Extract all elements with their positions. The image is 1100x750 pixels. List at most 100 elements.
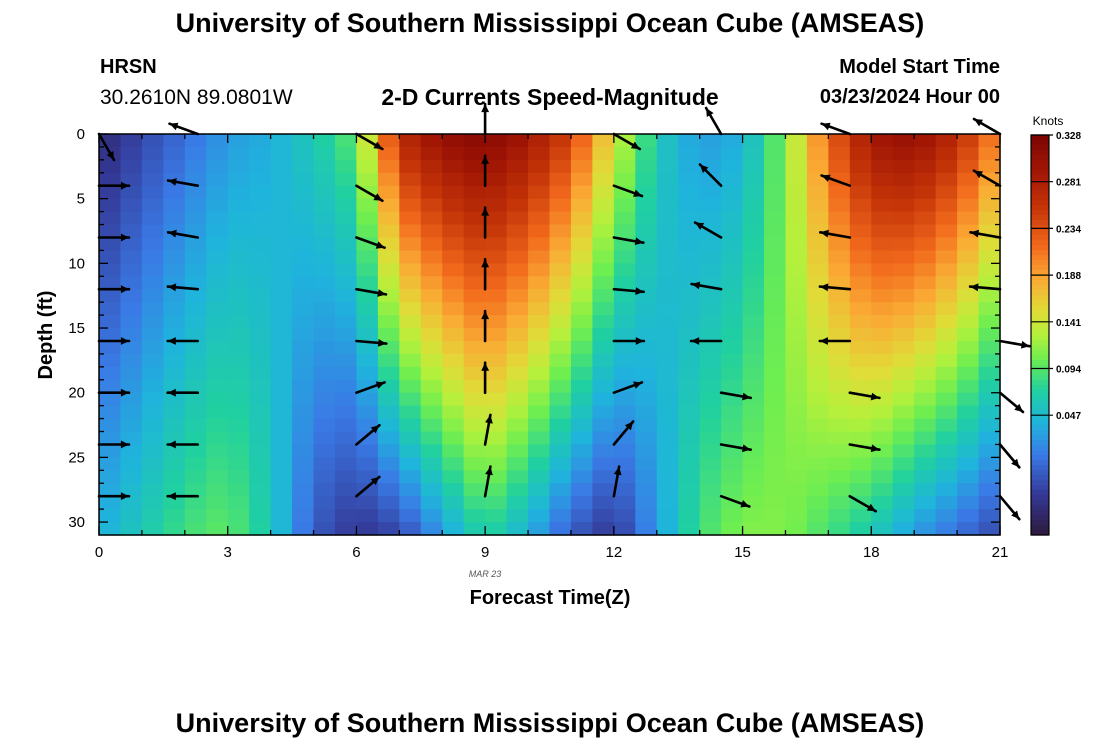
heatmap-cell [270, 366, 293, 381]
colorbar-segment [1031, 215, 1049, 221]
heatmap-cell [334, 211, 358, 226]
heatmap-cell [656, 185, 679, 200]
heatmap-cell [399, 483, 422, 497]
heatmap-cell [141, 172, 164, 187]
heatmap-cell [485, 340, 508, 355]
heatmap-cell [227, 509, 250, 523]
heatmap-cell [99, 237, 122, 252]
colorbar-segment [1031, 255, 1049, 261]
current-vector-head [866, 503, 876, 512]
heatmap-cell [420, 250, 443, 264]
current-vector-head [699, 164, 709, 173]
heatmap-cell [721, 483, 744, 497]
heatmap-cell [978, 211, 1001, 226]
x-tick-label: 18 [863, 544, 880, 561]
colorbar-segment [1031, 195, 1049, 201]
heatmap-cell [313, 366, 336, 381]
heatmap-cell [99, 444, 122, 458]
heatmap-cell [227, 224, 250, 239]
heatmap-cell [334, 263, 358, 277]
heatmap-cell [227, 340, 250, 355]
heatmap-cell [721, 185, 744, 200]
y-tick-label: 20 [68, 385, 85, 402]
heatmap-cell [206, 185, 229, 200]
heatmap-cell [463, 496, 486, 510]
heatmap-cell [828, 237, 851, 252]
current-vector-head [974, 170, 983, 179]
heatmap-cell [764, 263, 787, 277]
heatmap-cell [635, 522, 658, 536]
heatmap-cell [528, 444, 551, 458]
current-vector-head [1020, 340, 1030, 349]
heatmap-cell [871, 509, 894, 523]
heatmap-cell [463, 353, 486, 368]
heatmap-cell [656, 522, 679, 536]
heatmap-cell [184, 431, 207, 446]
heatmap-cell [764, 250, 787, 264]
heatmap-cell [99, 302, 122, 316]
heatmap-cell [570, 172, 593, 187]
heatmap-cell [206, 470, 229, 484]
heatmap-cell [377, 250, 400, 264]
heatmap-cell [528, 392, 551, 407]
heatmap-cell [635, 276, 658, 290]
heatmap-cell [678, 263, 701, 277]
heatmap-cell [806, 250, 829, 264]
colorbar-segment [1031, 335, 1049, 341]
heatmap-cell [914, 211, 937, 226]
heatmap-cell [249, 405, 272, 420]
current-vector-head [375, 381, 385, 389]
colorbar-segment [1031, 305, 1049, 311]
heatmap-cell [485, 353, 508, 368]
heatmap-cell [742, 276, 765, 290]
heatmap-cell [678, 431, 701, 446]
colorbar-segment [1031, 260, 1049, 266]
heatmap-cell [399, 418, 422, 433]
heatmap-cell [613, 302, 636, 316]
heatmap-cell [313, 392, 336, 407]
heatmap-cell [871, 224, 894, 239]
heatmap-cell [506, 522, 529, 536]
colorbar-segment [1031, 435, 1049, 441]
current-vector-head [485, 466, 493, 476]
y-tick-label: 5 [77, 191, 85, 208]
heatmap-cell [849, 509, 872, 523]
heatmap-cell [163, 379, 186, 394]
heatmap-cell [270, 470, 293, 484]
heatmap-cell [292, 353, 315, 368]
heatmap-cell [699, 340, 722, 355]
heatmap-cell [292, 405, 315, 420]
heatmap-cell [163, 340, 186, 355]
heatmap-cell [570, 522, 593, 536]
heatmap-cell [313, 483, 336, 497]
heatmap-cell [528, 211, 551, 226]
heatmap-cell [892, 431, 915, 446]
heatmap-cell [613, 457, 636, 471]
heatmap-cell [849, 328, 872, 342]
heatmap-cell [742, 172, 765, 187]
heatmap-cell [528, 379, 551, 394]
heatmap-cell [249, 366, 272, 381]
heatmap-cell [549, 379, 572, 394]
heatmap-cell [635, 379, 658, 394]
heatmap-cell [849, 431, 872, 446]
heatmap-cell [442, 366, 465, 381]
heatmap-cell [699, 496, 722, 510]
heatmap-cell [292, 250, 315, 264]
heatmap-cell [828, 444, 851, 458]
x-tick-label: 3 [224, 544, 232, 561]
heatmap-cell [506, 418, 529, 433]
heatmap-cell [914, 496, 937, 510]
heatmap-cell [742, 340, 765, 355]
heatmap-cell [249, 444, 272, 458]
heatmap-cell [206, 146, 229, 161]
heatmap-cell [656, 146, 679, 161]
heatmap-cell [184, 224, 207, 239]
heatmap-cell [721, 302, 744, 316]
heatmap-cell [420, 470, 443, 484]
heatmap-cell [549, 276, 572, 290]
heatmap-cell [227, 431, 250, 446]
heatmap-cell [957, 302, 980, 316]
heatmap-cell [485, 289, 508, 303]
current-vector-head [740, 500, 750, 508]
